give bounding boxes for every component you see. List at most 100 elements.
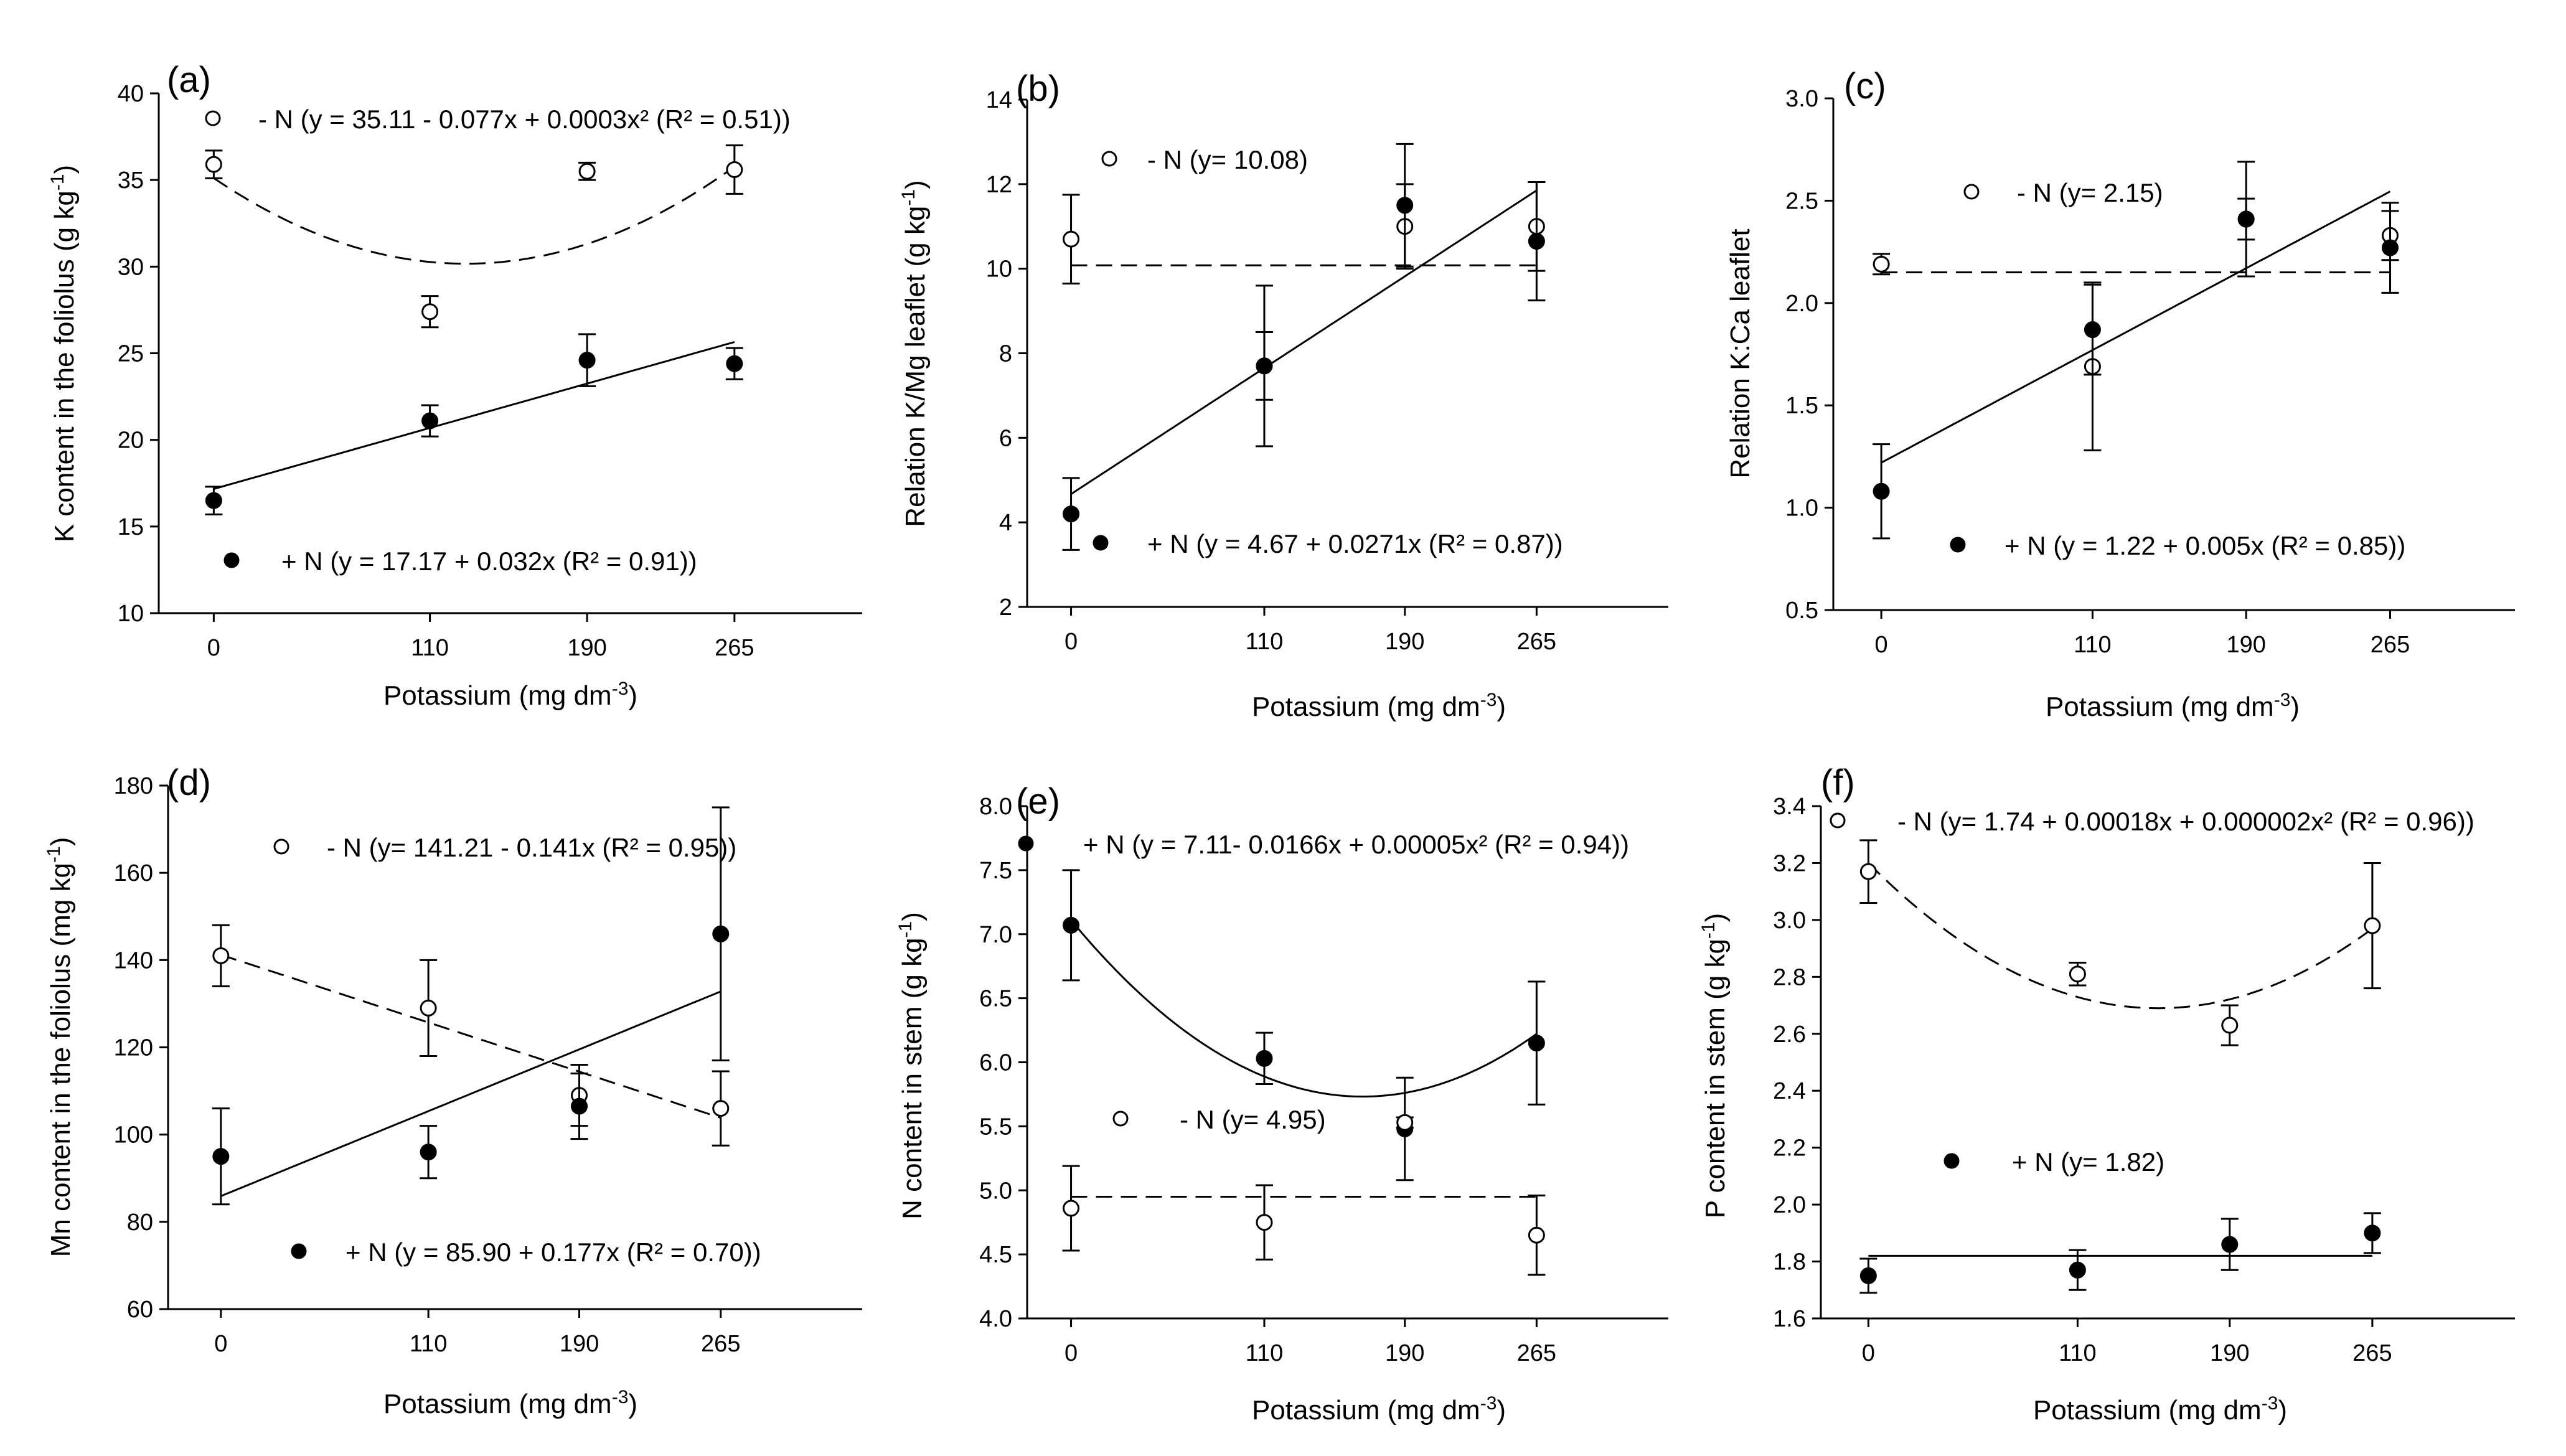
fit-line-plus-n (220, 990, 721, 1197)
y-tick-label: 60 (127, 1297, 153, 1323)
y-tick-label: 2.2 (1773, 1135, 1806, 1162)
legend-marker-minus-n (1101, 151, 1117, 167)
y-axis-label-text: Relation K/Mg leaflet (g kg (900, 206, 931, 527)
y-axis-label-superscript: -1 (47, 174, 68, 190)
data-point-plus-n (1256, 357, 1273, 375)
x-tick-label: 190 (2226, 632, 2265, 658)
data-point-plus-n (1256, 1050, 1273, 1067)
data-point-plus-n (1528, 233, 1545, 250)
fit-line-minus-n (1868, 862, 2373, 1010)
y-axis-label: N content in stem (g kg-1) (895, 912, 928, 1219)
x-tick-label: 110 (411, 635, 449, 661)
legend-marker-plus-n (223, 552, 240, 568)
data-point-plus-n (421, 412, 439, 430)
legend-label-minus-n: - N (y= 2.15) (2017, 178, 2163, 207)
x-tick-label: 265 (2352, 1340, 2392, 1366)
x-axis-label-end: ) (628, 680, 637, 711)
y-tick-label: 2.6 (1773, 1022, 1806, 1048)
legend-label-plus-n: + N (y = 85.90 + 0.177x (R² = 0.70)) (345, 1238, 761, 1267)
y-tick-label: 2 (999, 594, 1012, 621)
x-tick-label: 110 (1246, 629, 1284, 655)
data-point-minus-n (1873, 255, 1890, 273)
y-tick-label: 12 (986, 172, 1012, 198)
panel-letter: (a) (167, 60, 211, 100)
y-tick-label: 1.0 (1785, 496, 1818, 522)
x-tick-label: 0 (207, 635, 220, 661)
data-point-plus-n (2084, 321, 2101, 339)
data-point-minus-n (726, 161, 743, 178)
y-tick-label: 80 (127, 1209, 153, 1236)
data-point-plus-n (1063, 916, 1080, 934)
x-axis-label-text: Potassium (mg dm (2033, 1395, 2262, 1425)
data-point-minus-n (205, 156, 222, 173)
x-tick-label: 265 (701, 1331, 740, 1357)
y-tick-label: 120 (114, 1035, 153, 1061)
x-tick-label: 110 (1246, 1340, 1284, 1366)
x-tick-label: 0 (214, 1331, 227, 1357)
y-axis-label-end: ) (49, 165, 80, 174)
x-tick-label: 190 (1385, 1340, 1424, 1366)
x-axis-label-end: ) (628, 1389, 637, 1419)
x-axis-label-text: Potassium (mg dm (1252, 1395, 1480, 1425)
y-tick-label: 7.0 (979, 922, 1012, 948)
x-tick-label: 0 (1064, 629, 1078, 655)
x-tick-label: 110 (2059, 1340, 2097, 1366)
y-tick-label: 10 (986, 256, 1012, 283)
y-tick-label: 15 (118, 514, 144, 540)
y-axis-label: Mn content in the foliolus (mg kg-1) (44, 837, 77, 1257)
panel-d: 60 80 100 120 140 160 180 0 110 190 265 Potassium (… (44, 763, 862, 1419)
legend-label-plus-n: + N (y= 1.82) (2012, 1147, 2164, 1177)
fit-line-plus-n (1881, 190, 2391, 464)
panel-letter: (f) (1821, 763, 1855, 803)
legend-marker-minus-n (273, 838, 289, 855)
x-tick-label: 190 (567, 635, 606, 661)
data-point-minus-n (420, 999, 437, 1017)
y-axis-label-end: ) (900, 180, 931, 189)
y-axis-label-end: ) (1700, 913, 1731, 923)
y-axis-label-text: Mn content in the foliolus (mg kg (45, 863, 76, 1257)
data-point-plus-n (2237, 210, 2255, 228)
data-point-minus-n (2221, 1017, 2239, 1034)
fit-line-minus-n (220, 954, 721, 1119)
panel-letter: (e) (1016, 781, 1060, 822)
data-point-plus-n (578, 352, 596, 369)
y-tick-label: 7.5 (979, 858, 1012, 884)
y-tick-label: 1.6 (1773, 1306, 1806, 1332)
x-axis-label: Potassium (mg dm-3) (1252, 1393, 1506, 1426)
y-axis-label-superscript: -1 (44, 846, 64, 863)
y-tick-label: 6 (999, 425, 1012, 451)
y-tick-label: 25 (118, 341, 144, 367)
y-axis-label-end: ) (897, 912, 928, 921)
legend-label-minus-n: - N (y= 141.21 - 0.141x (R² = 0.95)) (327, 833, 736, 862)
y-tick-label: 2.0 (1773, 1192, 1806, 1218)
y-axis-label: Relation K/Mg leaflet (g kg-1) (898, 180, 931, 527)
y-axis-label-text: P content in stem (g kg (1700, 939, 1731, 1218)
legend-marker-minus-n (205, 110, 221, 126)
y-axis-label-superscript: -1 (895, 921, 916, 938)
fit-line-plus-n (214, 341, 735, 490)
x-axis-label-text: Potassium (mg dm (383, 680, 612, 711)
x-axis-label-superscript: -3 (612, 679, 629, 699)
data-point-plus-n (212, 1148, 230, 1165)
panel-f: 1.6 1.8 2.0 2.2 2.4 2.6 2.8 3.0 3.2 3.4 0 110 190 265… (1698, 763, 2515, 1425)
y-tick-label: 3.2 (1773, 850, 1806, 876)
x-axis-label-superscript: -3 (1480, 1393, 1497, 1414)
panel-letter: (c) (1844, 66, 1886, 106)
data-point-minus-n (578, 162, 596, 180)
data-point-minus-n (1063, 230, 1080, 248)
legend-marker-minus-n (1830, 812, 1846, 829)
y-tick-label: 0.5 (1785, 598, 1818, 624)
data-point-minus-n (1396, 1114, 1414, 1131)
y-axis-label: Relation K:Ca leaflet (1725, 228, 1755, 478)
data-point-plus-n (2364, 1224, 2381, 1242)
legend-marker-plus-n (1018, 835, 1034, 852)
y-axis-label: P content in stem (g kg-1) (1698, 913, 1731, 1219)
y-tick-label: 6.5 (979, 986, 1012, 1012)
panel-letter: (b) (1016, 68, 1060, 109)
fit-line-plus-n (1070, 919, 1538, 1098)
y-tick-label: 2.4 (1773, 1078, 1806, 1104)
y-tick-label: 5.0 (979, 1178, 1012, 1204)
y-tick-label: 3.4 (1773, 794, 1806, 820)
